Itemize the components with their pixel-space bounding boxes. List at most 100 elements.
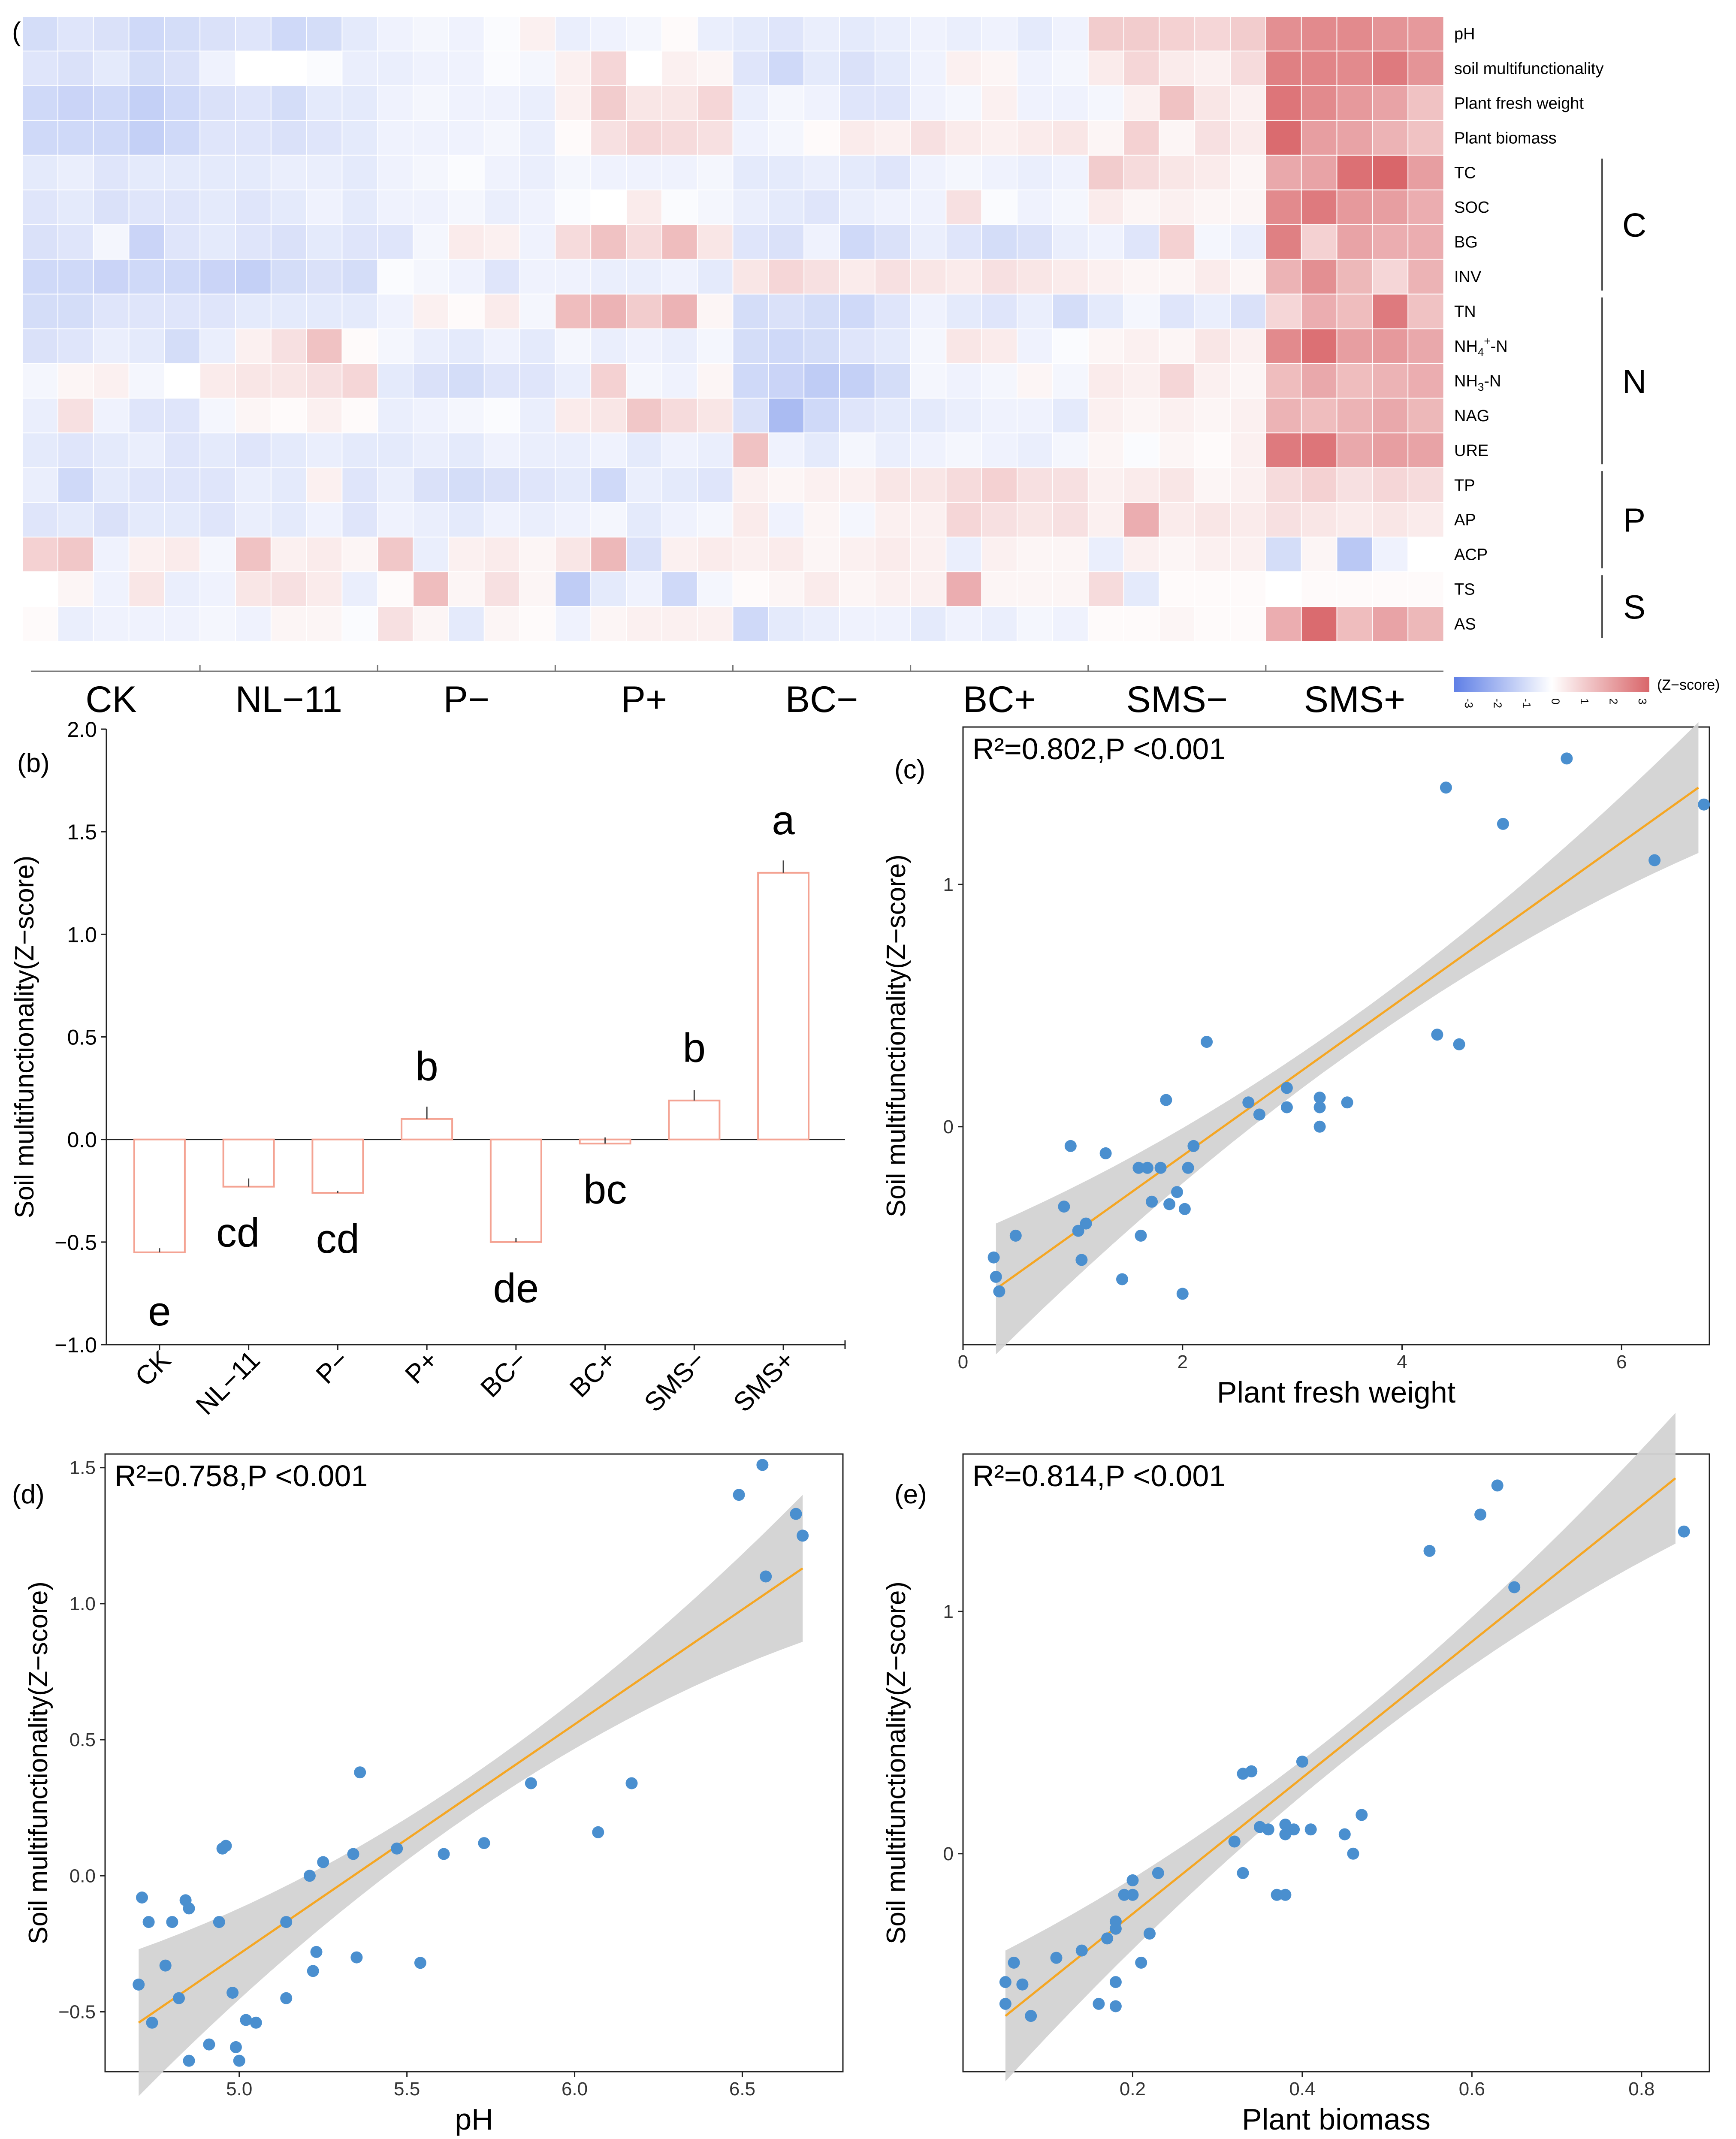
heatmap-cell (519, 224, 556, 260)
heatmap-cell (910, 16, 947, 52)
heatmap-cell (839, 363, 876, 399)
heatmap-cell (555, 537, 592, 573)
data-point (760, 1570, 772, 1583)
heatmap-cell (555, 571, 592, 607)
heatmap-cell (413, 432, 450, 468)
data-point (1508, 1581, 1521, 1593)
heatmap-cell (306, 224, 343, 260)
heatmap-cell (199, 224, 236, 260)
heatmap-cell (199, 571, 236, 607)
heatmap-cell (377, 154, 414, 191)
heatmap-cell (1017, 537, 1054, 573)
data-point (1271, 1889, 1283, 1901)
heatmap-cell (1159, 154, 1196, 191)
heatmap-cell (413, 50, 450, 87)
heatmap-cell (164, 537, 201, 573)
heatmap-cell (270, 328, 308, 364)
data-point (310, 1946, 323, 1958)
legend-title: (Z−score) (1657, 677, 1720, 693)
heatmap-cell (732, 467, 769, 503)
heatmap-cell (839, 293, 876, 330)
heatmap-cell (732, 50, 769, 87)
heatmap-cell (1017, 50, 1054, 87)
heatmap-cell (768, 606, 805, 642)
heatmap-cell (128, 467, 165, 503)
heatmap-cell (164, 432, 201, 468)
data-point (1187, 1140, 1200, 1152)
heatmap-cell (341, 293, 378, 330)
heatmap-cell (1265, 432, 1302, 468)
heatmap-cell (803, 606, 840, 642)
heatmap-cell (519, 398, 556, 434)
heatmap-cell (413, 154, 450, 191)
heatmap-cell (590, 571, 627, 607)
heatmap-cell (555, 189, 592, 226)
heatmap-cell (1017, 432, 1054, 468)
heatmap-cell (1301, 16, 1338, 52)
annotation-text: R²=0.758,P <0.001 (115, 1459, 368, 1493)
heatmap-cell (93, 120, 130, 156)
heatmap-cell (377, 363, 414, 399)
heatmap-cell (377, 398, 414, 434)
heatmap-cell (235, 189, 272, 226)
heatmap-row-label: Plant biomass (1454, 129, 1557, 147)
heatmap-cell (1230, 328, 1267, 364)
bar (133, 1138, 186, 1253)
heatmap-cell (874, 120, 912, 156)
heatmap-cell (57, 293, 94, 330)
data-point (987, 1251, 1000, 1264)
heatmap-cell (661, 293, 698, 330)
heatmap-cell (555, 224, 592, 260)
heatmap-cell (839, 85, 876, 121)
data-point (1118, 1889, 1130, 1901)
heatmap-cell (1087, 328, 1125, 364)
heatmap-cell (483, 16, 521, 52)
heatmap-cell (1407, 154, 1444, 191)
heatmap-cell (839, 259, 876, 295)
heatmap-cell (626, 154, 663, 191)
y-tick-label: 1.0 (69, 1593, 96, 1614)
heatmap-cell (732, 189, 769, 226)
data-point (1279, 1889, 1292, 1901)
heatmap-cell (1017, 502, 1054, 538)
heatmap-cell (164, 606, 201, 642)
heatmap-cell (1372, 85, 1409, 121)
heatmap-cell (57, 50, 94, 87)
heatmap-cell (661, 85, 698, 121)
data-point (1016, 1978, 1029, 1991)
heatmap-cell (1052, 85, 1089, 121)
heatmap-cell (626, 467, 663, 503)
heatmap-cell (732, 85, 769, 121)
data-point (1280, 1101, 1293, 1113)
y-tick-label: 0.5 (67, 1026, 97, 1050)
heatmap-cell (1265, 259, 1302, 295)
heatmap-cell (1336, 50, 1373, 87)
data-point (1160, 1094, 1172, 1106)
heatmap-cell (270, 189, 308, 226)
heatmap-cell (910, 502, 947, 538)
x-tick-label: NL−11 (190, 1345, 266, 1421)
heatmap-cell (839, 432, 876, 468)
heatmap-cell (981, 328, 1018, 364)
heatmap-cell (1265, 120, 1302, 156)
data-point (1561, 752, 1573, 765)
heatmap-cell (1017, 259, 1054, 295)
heatmap-cell (1372, 293, 1409, 330)
heatmap-cell (874, 328, 912, 364)
data-point (1058, 1201, 1070, 1213)
y-tick-label: 0 (943, 1116, 954, 1137)
heatmap-row-label: TP (1454, 477, 1475, 495)
heatmap-cell (483, 502, 521, 538)
heatmap-cell (1052, 537, 1089, 573)
heatmap-cell (839, 224, 876, 260)
heatmap-cell (626, 571, 663, 607)
heatmap-cell (1265, 398, 1302, 434)
heatmap-cell (1123, 259, 1160, 295)
heatmap-cell (1407, 537, 1444, 573)
heatmap-cell (590, 85, 627, 121)
heatmap-cell (377, 467, 414, 503)
heatmap-cell (981, 293, 1018, 330)
heatmap-row-label: soil multifunctionality (1454, 60, 1603, 78)
heatmap-cell (803, 120, 840, 156)
heatmap-cell (128, 154, 165, 191)
